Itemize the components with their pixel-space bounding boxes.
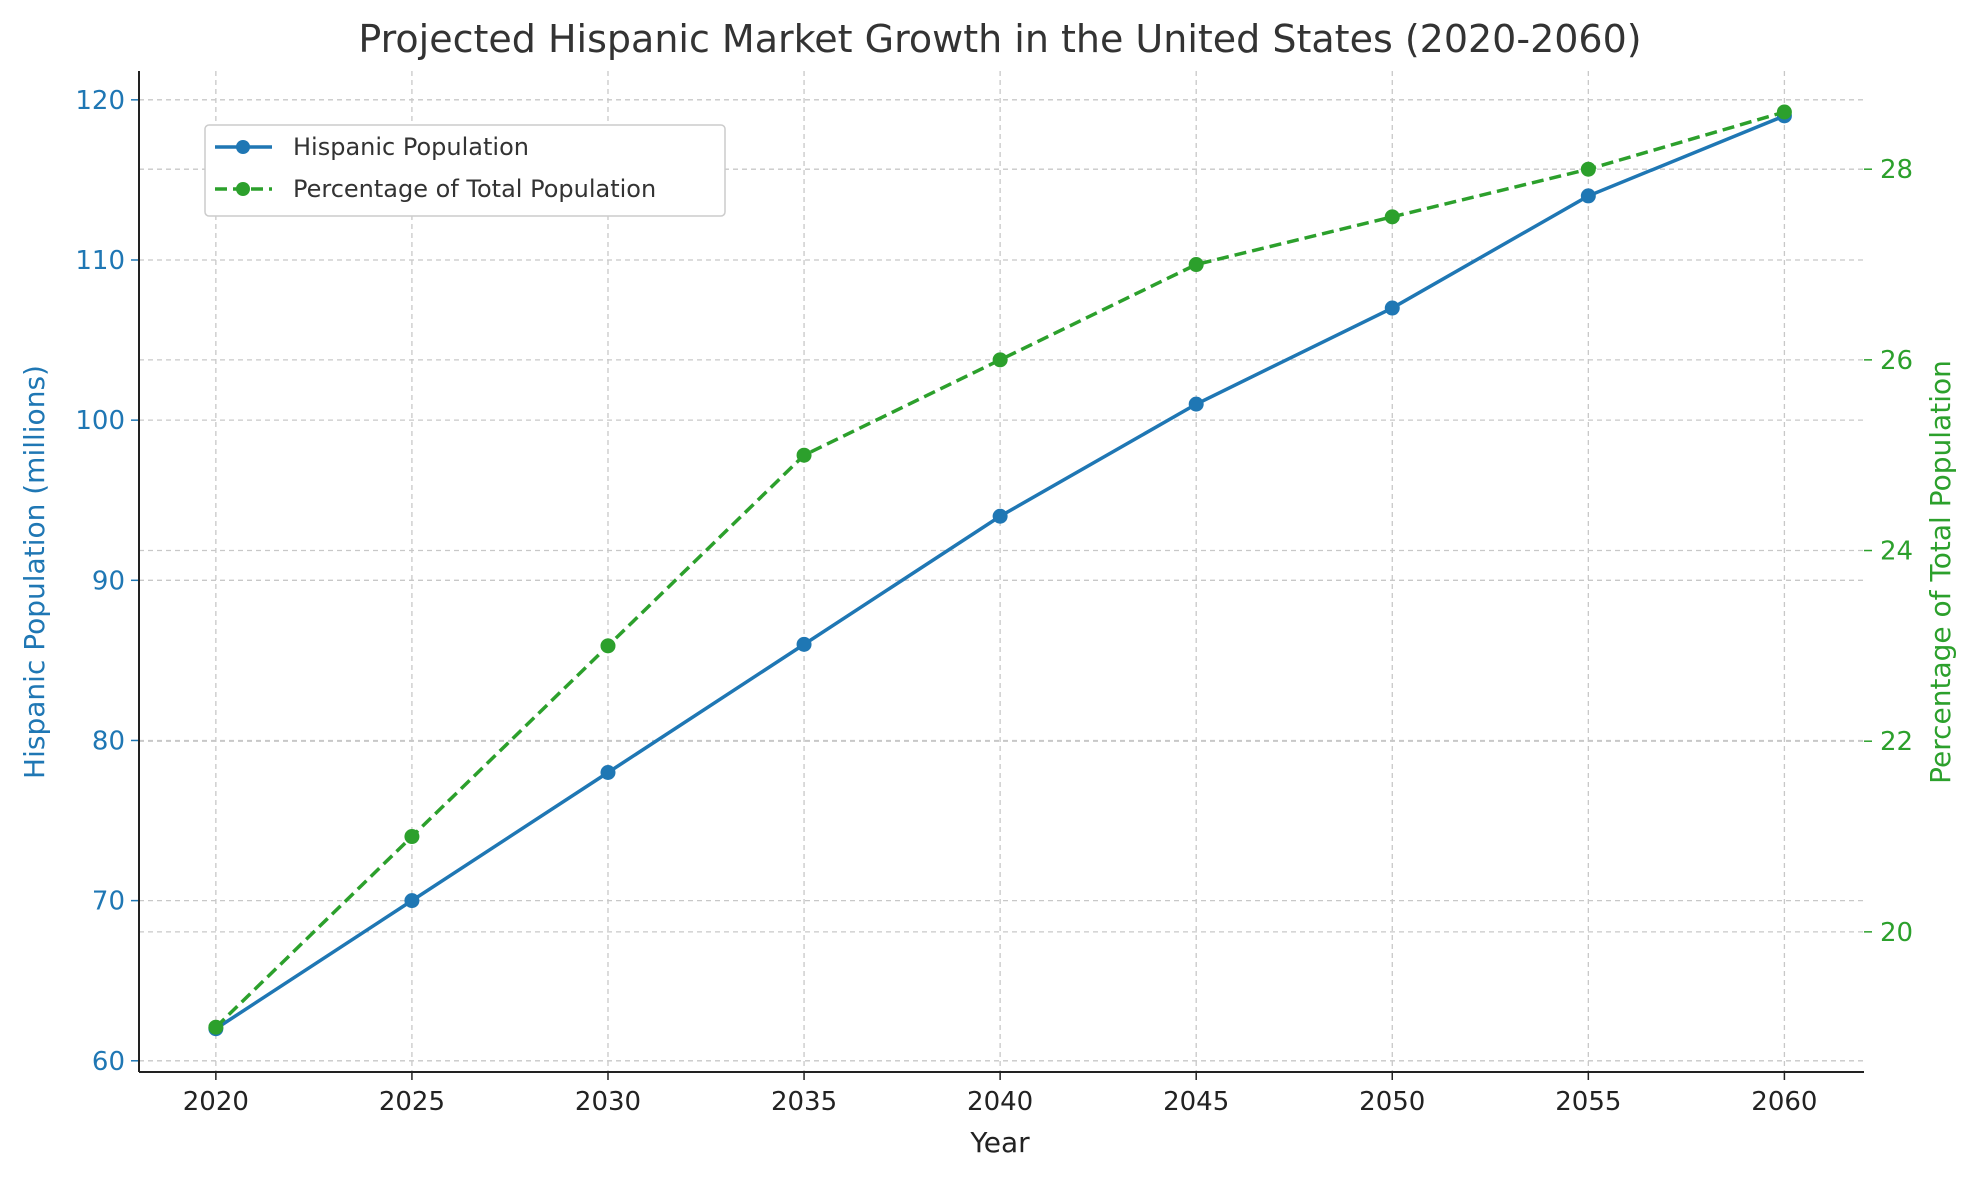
data-point-percentage: [600, 638, 616, 654]
y-tick-label-left: 70: [92, 887, 125, 917]
axes: 2020 2025 2030 2035 2040 2045 2050 2055 2060 60 70…: [75, 71, 1913, 1117]
grid: [139, 71, 1864, 1072]
y-tick-label-left: 110: [75, 246, 125, 276]
data-point-population: [1580, 188, 1596, 204]
data-point-percentage: [1384, 209, 1400, 225]
data-point-percentage: [992, 352, 1008, 368]
data-point-population: [1188, 396, 1204, 412]
x-tick-label: 2055: [1555, 1087, 1621, 1117]
legend-marker-population: [236, 140, 250, 154]
x-axis-label: Year: [969, 1126, 1030, 1159]
data-point-percentage: [208, 1019, 224, 1035]
legend: Hispanic Population Percentage of Total …: [204, 124, 726, 217]
x-tick-label: 2030: [575, 1087, 641, 1117]
legend-box: [204, 124, 726, 217]
data-point-percentage: [1776, 104, 1792, 120]
series-line-percentage: [214, 110, 1785, 1029]
data-point-percentage: [1188, 257, 1204, 273]
y-axis-label-right: Percentage of Total Population: [1924, 360, 1957, 784]
x-tick-label: 2025: [379, 1087, 445, 1117]
y-tick-label-right: 24: [1880, 537, 1913, 567]
x-tick-label: 2050: [1359, 1087, 1425, 1117]
y-tick-label-right: 26: [1880, 346, 1913, 376]
x-tick-label: 2045: [1163, 1087, 1229, 1117]
x-tick-label: 2060: [1751, 1087, 1817, 1117]
data-point-population: [1384, 300, 1400, 316]
data-point-population: [600, 765, 616, 781]
y-tick-label-left: 80: [92, 726, 125, 756]
y-tick-label-left: 120: [75, 86, 125, 116]
data-point-percentage: [796, 447, 812, 463]
data-point-population: [404, 893, 420, 909]
chart-title: Projected Hispanic Market Growth in the …: [358, 17, 1641, 61]
y-tick-label-right: 20: [1880, 918, 1913, 948]
legend-label-percentage: Percentage of Total Population: [293, 175, 656, 203]
y-tick-label-left: 100: [75, 406, 125, 436]
y-tick-label-right: 28: [1880, 155, 1913, 185]
data-point-percentage: [404, 829, 420, 845]
x-tick-label: 2035: [771, 1087, 837, 1117]
x-tick-label: 2020: [183, 1087, 249, 1117]
y-tick-label-right: 22: [1880, 727, 1913, 757]
data-point-percentage: [1580, 161, 1596, 177]
y-tick-label-left: 90: [92, 566, 125, 596]
y-axis-label-left: Hispanic Population (millions): [18, 365, 51, 779]
legend-label-population: Hispanic Population: [293, 133, 529, 161]
data-point-population: [992, 508, 1008, 524]
y-tick-label-left: 60: [92, 1047, 125, 1077]
x-tick-label: 2040: [967, 1087, 1033, 1117]
legend-marker-percentage: [236, 182, 250, 196]
series-layer: [208, 104, 1792, 1037]
data-point-population: [796, 636, 812, 652]
